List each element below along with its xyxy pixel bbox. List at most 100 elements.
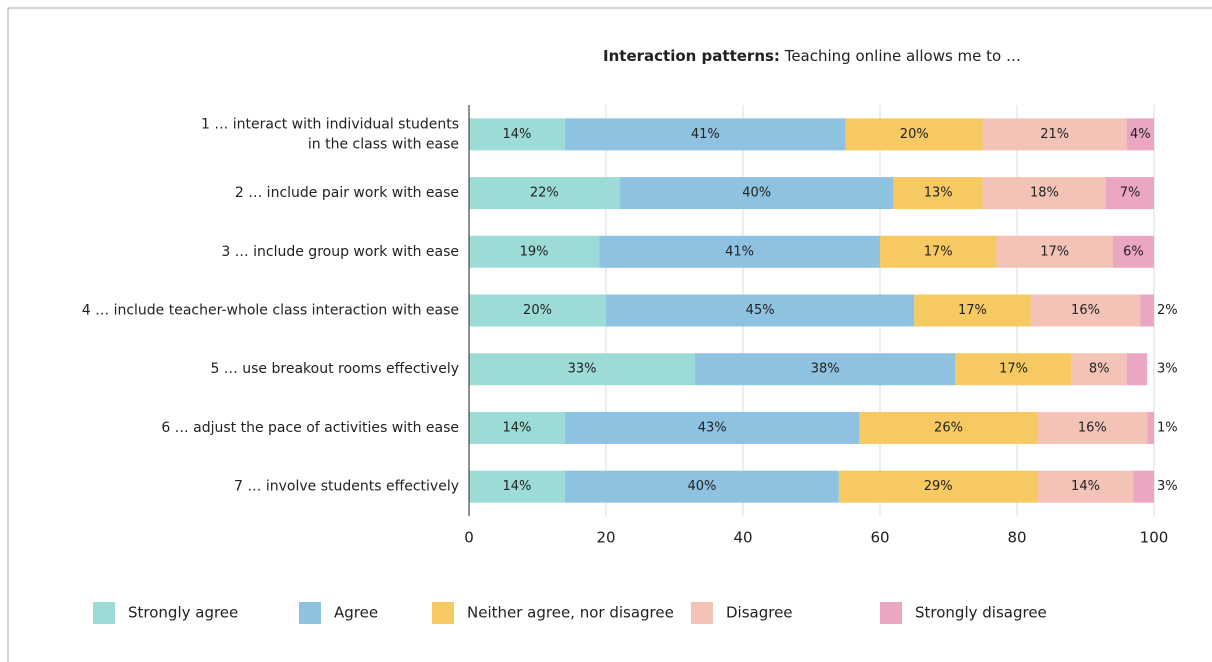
value-label: 14% [502,127,531,142]
legend-swatch [299,602,321,624]
x-tick-label: 100 [1140,529,1169,547]
value-label: 13% [924,186,953,201]
bar-segment [1133,470,1154,503]
bar-segment [1030,294,1141,327]
bar-segment [1071,353,1127,386]
bar-segment [469,470,565,503]
x-tick-label: 20 [596,529,615,547]
value-label: 8% [1089,362,1110,377]
bar-segment [564,470,839,503]
value-label: 20% [523,303,552,318]
bar-segment [469,235,600,268]
bar-segment [1112,235,1154,268]
bar-segment [859,411,1038,444]
value-label: 26% [934,420,963,435]
bar-segment [845,118,983,151]
y-tick-label: 3 … include group work with ease [221,244,459,260]
bar-segment [469,177,620,210]
bar-segment [469,118,565,151]
value-label: 1% [1157,420,1178,435]
bar-segment [914,294,1031,327]
bar-segment [982,118,1127,151]
value-label: 16% [1071,303,1100,318]
value-label: 40% [687,479,716,494]
bar-segment [469,294,606,327]
legend-label: Agree [334,604,378,622]
bar-segment [996,235,1113,268]
bar-segment [1126,118,1154,151]
y-tick-label: 7 … involve students effectively [234,479,459,495]
value-label: 21% [1040,127,1069,142]
value-label: 41% [725,244,754,259]
value-label: 14% [502,479,531,494]
bar-segment [1106,177,1154,210]
x-tick-label: 0 [464,529,474,547]
legend-swatch [691,602,713,624]
value-label: 2% [1157,303,1178,318]
value-label: 40% [742,186,771,201]
chart-title-line: Interaction patterns: Teaching online al… [603,47,1021,65]
bar-segment [606,294,915,327]
value-label: 6% [1123,244,1144,259]
value-label: 16% [1078,420,1107,435]
bar-segment [1140,294,1154,327]
bar-segment [1037,411,1148,444]
y-tick-label: 5 … use breakout rooms effectively [210,361,459,377]
chart-title: Interaction patterns: [603,47,780,65]
frame [7,7,1212,662]
bar-segment [619,177,894,210]
value-label: 45% [746,303,775,318]
bar-segment [880,235,997,268]
value-label: 4% [1130,127,1151,142]
value-label: 41% [691,127,720,142]
bar-segment [564,118,846,151]
bar-segment [838,470,1038,503]
value-label: 43% [698,420,727,435]
value-label: 22% [530,186,559,201]
bar-segment [893,177,983,210]
legend-swatch [93,602,115,624]
y-tick-label: 4 … include teacher-whole class interact… [82,303,459,319]
x-tick-label: 80 [1007,529,1026,547]
bar-segment [469,411,565,444]
bar-segment [469,353,696,386]
value-label: 14% [502,420,531,435]
legend-label: Strongly disagree [915,604,1047,622]
value-label: 17% [999,362,1028,377]
value-label: 17% [924,244,953,259]
bar-segment [1147,411,1154,444]
y-tick-label: 2 … include pair work with ease [235,185,459,201]
y-tick-label: 1 … interact with individual students in … [201,116,459,152]
bar-segment [599,235,880,268]
y-tick-label-line: 1 … interact with individual students [201,116,459,132]
x-tick-label: 40 [733,529,752,547]
bar-segment [955,353,1072,386]
x-tick-label: 60 [870,529,889,547]
legend-label: Disagree [726,604,793,622]
legend-swatch [880,602,902,624]
value-label: 38% [811,362,840,377]
y-tick-label-line: in the class with ease [308,136,459,152]
value-label: 33% [568,362,597,377]
value-label: 17% [958,303,987,318]
value-label: 29% [924,479,953,494]
bar-segment [982,177,1107,210]
value-label: 7% [1120,186,1141,201]
bar-segment [695,353,956,386]
bar-segment [564,411,860,444]
value-label: 14% [1071,479,1100,494]
value-label: 19% [520,244,549,259]
value-label: 17% [1040,244,1069,259]
y-tick-label: 6 … adjust the pace of activities with e… [161,420,459,436]
value-label: 3% [1157,362,1178,377]
bar-segment [1037,470,1134,503]
value-label: 18% [1030,186,1059,201]
value-label: 3% [1157,479,1178,494]
bar-segment [1126,353,1148,386]
legend-label: Neither agree, nor disagree [467,604,674,622]
legend-swatch [432,602,454,624]
chart-subtitle: Teaching online allows me to … [784,47,1021,65]
legend-label: Strongly agree [128,604,238,622]
value-label: 20% [900,127,929,142]
